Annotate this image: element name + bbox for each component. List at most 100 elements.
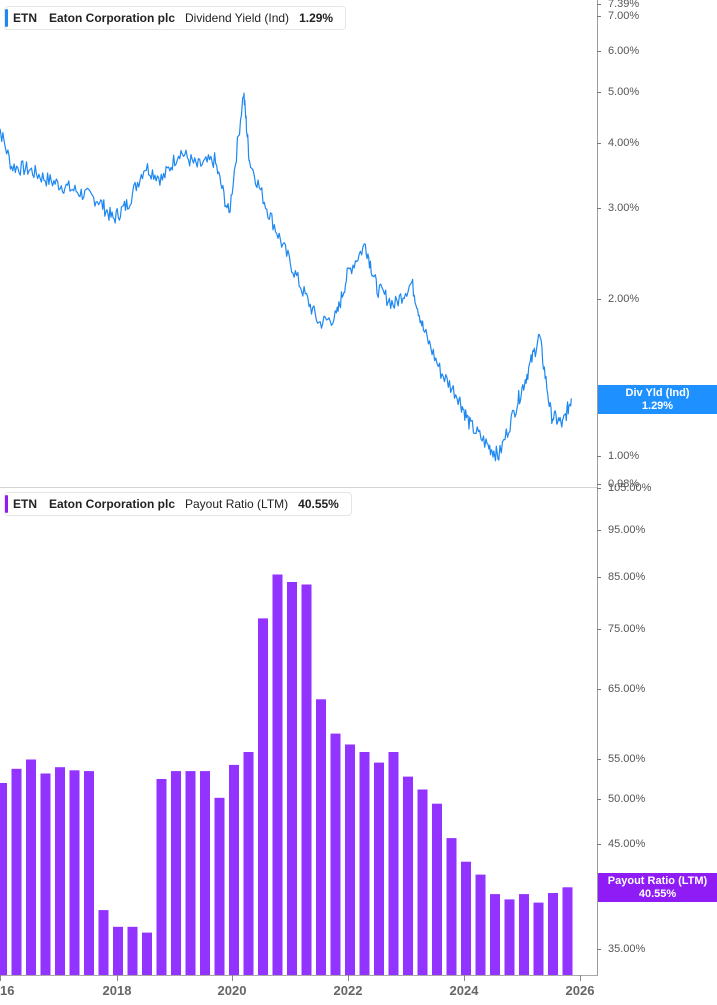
payout-bar[interactable] xyxy=(490,894,500,975)
legend-dividend-yield[interactable]: ETN Eaton Corporation plc Dividend Yield… xyxy=(4,6,347,30)
payout-bar[interactable] xyxy=(40,773,51,976)
payout-bar[interactable] xyxy=(287,582,297,975)
y-tick-mark xyxy=(597,488,601,489)
y-tick-label: 4.00% xyxy=(608,137,640,149)
payout-bar[interactable] xyxy=(403,776,413,975)
legend-metric: Dividend Yield (Ind) xyxy=(185,11,290,25)
y-tick-mark xyxy=(597,689,601,690)
y-tick-mark xyxy=(597,530,601,531)
legend-company: Eaton Corporation plc xyxy=(49,497,175,511)
dividend-yield-value-flag: Div Yld (Ind) 1.29% xyxy=(598,385,717,414)
x-tick-label: 2026 xyxy=(565,983,595,998)
payout-bar[interactable] xyxy=(548,893,558,975)
y-axis-bottom xyxy=(597,487,598,976)
payout-bar[interactable] xyxy=(11,768,22,975)
y-tick-mark xyxy=(597,143,601,144)
y-tick-mark xyxy=(597,92,601,93)
payout-bar[interactable] xyxy=(417,789,428,976)
y-tick-label: 95.00% xyxy=(608,524,646,536)
payout-bar[interactable] xyxy=(475,874,486,975)
y-tick-label: 65.00% xyxy=(608,683,646,695)
y-tick-label: 35.00% xyxy=(608,943,646,955)
payout-ratio-bar-chart xyxy=(0,574,573,976)
legend-value: 1.29% xyxy=(299,11,334,25)
x-tick-mark xyxy=(0,975,1,981)
legend-ticker: ETN xyxy=(13,497,37,511)
payout-bar[interactable] xyxy=(26,759,36,976)
x-tick-label: 2016 xyxy=(0,983,15,998)
y-tick-mark xyxy=(597,577,601,578)
y-tick-label: 2.00% xyxy=(608,293,640,305)
payout-bar[interactable] xyxy=(156,779,167,975)
payout-bar[interactable] xyxy=(374,762,384,975)
payout-bar[interactable] xyxy=(243,752,254,975)
y-tick-label: 55.00% xyxy=(608,753,646,765)
y-tick-label: 75.00% xyxy=(608,623,646,635)
dividend-yield-line-chart xyxy=(0,92,572,462)
flag-label: Div Yld (Ind) xyxy=(625,387,690,399)
payout-bar[interactable] xyxy=(113,926,123,975)
payout-bar[interactable] xyxy=(214,797,225,975)
y-tick-label: 1.00% xyxy=(608,450,640,462)
y-axis-top xyxy=(597,0,598,487)
y-tick-label: 45.00% xyxy=(608,838,646,850)
legend-payout-ratio[interactable]: ETN Eaton Corporation plc Payout Ratio (… xyxy=(4,492,352,516)
payout-bar[interactable] xyxy=(142,932,152,975)
y-tick-label: 6.00% xyxy=(608,45,640,57)
payout-bar[interactable] xyxy=(258,618,268,975)
y-tick-label: 7.00% xyxy=(608,10,640,22)
y-tick-label: 50.00% xyxy=(608,793,646,805)
x-tick-label: 2024 xyxy=(449,983,479,998)
y-tick-mark xyxy=(597,4,601,5)
payout-bar[interactable] xyxy=(127,926,138,975)
payout-bar[interactable] xyxy=(98,910,109,975)
payout-bar[interactable] xyxy=(562,887,573,975)
payout-bar[interactable] xyxy=(504,899,515,975)
x-tick-mark xyxy=(348,975,349,981)
payout-bar[interactable] xyxy=(345,744,355,976)
y-tick-label: 7.39% xyxy=(608,0,640,10)
payout-bar[interactable] xyxy=(446,838,457,975)
payout-bar[interactable] xyxy=(185,771,196,975)
payout-bar[interactable] xyxy=(359,752,370,975)
legend-company: Eaton Corporation plc xyxy=(49,11,175,25)
payout-bar[interactable] xyxy=(55,767,65,975)
flag-value: 1.29% xyxy=(641,400,674,412)
y-tick-label: 5.00% xyxy=(608,86,640,98)
payout-bar[interactable] xyxy=(272,574,283,976)
y-tick-mark xyxy=(597,16,601,17)
legend-metric: Payout Ratio (LTM) xyxy=(185,497,289,511)
payout-bar[interactable] xyxy=(69,770,80,975)
payout-bar[interactable] xyxy=(0,783,7,975)
payout-bar[interactable] xyxy=(330,733,341,975)
payout-bar[interactable] xyxy=(229,764,239,975)
y-tick-mark xyxy=(597,844,601,845)
y-tick-mark xyxy=(597,799,601,800)
y-tick-mark xyxy=(597,759,601,760)
x-tick-label: 2022 xyxy=(333,983,363,998)
legend-value: 40.55% xyxy=(298,497,339,511)
payout-bar[interactable] xyxy=(432,803,442,975)
legend-color-marker xyxy=(5,9,8,27)
payout-bar[interactable] xyxy=(301,584,312,976)
legend-ticker: ETN xyxy=(13,11,37,25)
y-tick-label: 0.98% xyxy=(608,478,640,490)
payout-bar[interactable] xyxy=(200,771,210,975)
payout-bar[interactable] xyxy=(84,771,94,975)
x-tick-mark xyxy=(117,975,118,981)
payout-bar[interactable] xyxy=(533,902,544,975)
y-tick-label: 85.00% xyxy=(608,571,646,583)
payout-bar[interactable] xyxy=(388,752,399,975)
x-tick-mark xyxy=(580,975,581,981)
payout-bar[interactable] xyxy=(519,894,529,975)
payout-bar[interactable] xyxy=(171,771,181,975)
payout-bar[interactable] xyxy=(316,699,326,975)
payout-bar[interactable] xyxy=(461,861,471,975)
flag-label: Payout Ratio (LTM) xyxy=(607,875,708,887)
panel-separator xyxy=(0,487,598,488)
y-tick-mark xyxy=(597,484,601,485)
y-tick-mark xyxy=(597,299,601,300)
x-tick-mark xyxy=(464,975,465,981)
x-tick-label: 2018 xyxy=(102,983,132,998)
y-tick-mark xyxy=(597,949,601,950)
